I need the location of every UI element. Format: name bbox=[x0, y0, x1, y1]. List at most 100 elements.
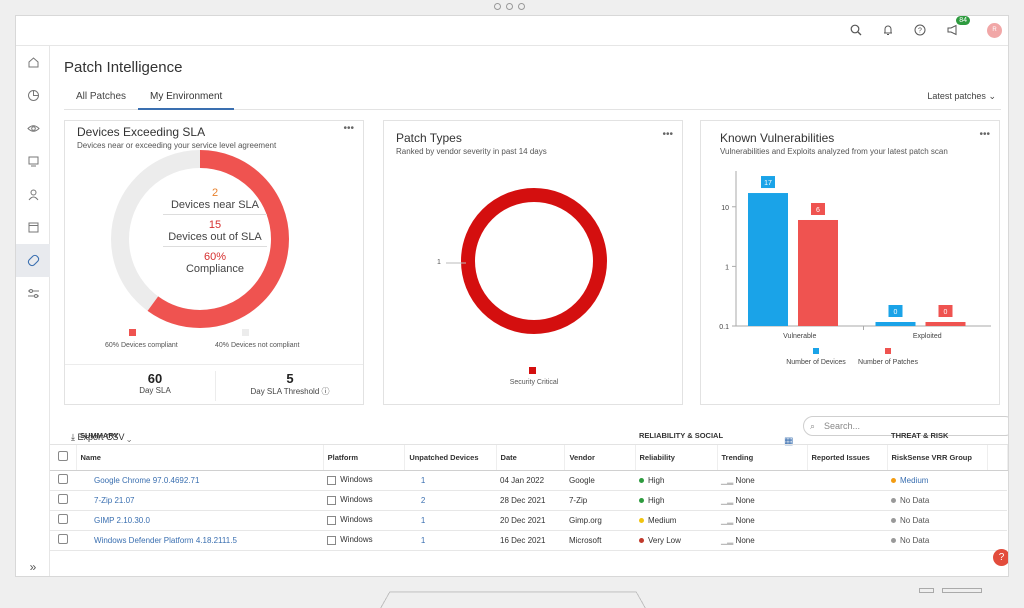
legend-label: Number of Devices bbox=[786, 359, 846, 366]
expand-sidebar-icon[interactable]: » bbox=[29, 560, 37, 574]
data-label: 6 bbox=[816, 207, 820, 214]
legend-swatch bbox=[529, 367, 536, 374]
search-icon[interactable] bbox=[847, 21, 865, 39]
row-checkbox[interactable] bbox=[58, 534, 68, 544]
vrr-value: Medium bbox=[900, 475, 929, 485]
row-checkbox[interactable] bbox=[58, 494, 68, 504]
table-row[interactable]: 7-Zip 21.07 Windows 2 28 Dec 2021 7-Zip High ▁… bbox=[50, 490, 1007, 511]
eye-icon[interactable] bbox=[16, 112, 50, 145]
devices-icon[interactable] bbox=[16, 145, 50, 178]
more-options-icon[interactable]: ••• bbox=[979, 129, 990, 140]
date-value: 28 Dec 2021 bbox=[500, 495, 546, 505]
more-options-icon[interactable]: ••• bbox=[343, 123, 354, 134]
notification-badge: 84 bbox=[956, 16, 970, 25]
tab-my-environment[interactable]: My Environment bbox=[138, 91, 235, 110]
sla-donut bbox=[111, 150, 289, 328]
group-header-row: SUMMARY RELIABILITY & SOCIAL THREAT & RI… bbox=[50, 427, 1007, 445]
bell-icon[interactable] bbox=[879, 21, 897, 39]
sla-center-text: 2 Devices near SLA 15 Devices out of SLA… bbox=[145, 187, 285, 275]
col-reliability[interactable]: Reliability bbox=[635, 444, 718, 471]
trend-sparkline-icon: ▁▂ bbox=[721, 515, 734, 525]
settings-sliders-icon[interactable] bbox=[16, 277, 50, 310]
platform-value: Windows bbox=[340, 495, 373, 505]
trending-value: None bbox=[735, 495, 755, 505]
vrr-dot bbox=[891, 497, 896, 503]
patch-name-link[interactable]: 7-Zip 21.07 bbox=[94, 495, 135, 505]
chevron-down-icon: ⌄ bbox=[988, 91, 996, 101]
data-label-bg bbox=[761, 176, 775, 189]
unpatched-count[interactable]: 1 bbox=[420, 515, 426, 525]
vendor-value: Microsoft bbox=[568, 535, 602, 545]
unpatched-count[interactable]: 1 bbox=[420, 535, 426, 545]
latest-patches-dropdown[interactable]: Latest patches ⌄ bbox=[927, 91, 996, 102]
date-value: 16 Dec 2021 bbox=[500, 535, 546, 545]
vendor-value: Google bbox=[568, 475, 595, 485]
window-icon[interactable] bbox=[16, 211, 50, 244]
y-tick-label: 0.1 bbox=[719, 324, 729, 331]
user-icon[interactable] bbox=[16, 178, 50, 211]
threshold-label: Day SLA Threshold bbox=[250, 387, 320, 396]
column-header-row: Name Platform Unpatched Devices Date Ven… bbox=[50, 444, 1008, 471]
bar-vulnerable-0[interactable] bbox=[748, 193, 788, 326]
col-name[interactable]: Name bbox=[76, 444, 324, 471]
megaphone-icon[interactable]: 84 bbox=[943, 16, 970, 39]
frame-controls bbox=[919, 588, 982, 593]
vrr-dot bbox=[891, 517, 896, 523]
col-unpatched[interactable]: Unpatched Devices bbox=[404, 444, 497, 471]
patch-icon[interactable] bbox=[16, 244, 50, 277]
tab-bar: All Patches My Environment bbox=[64, 91, 1001, 110]
col-platform[interactable]: Platform bbox=[323, 444, 406, 471]
windows-icon bbox=[327, 475, 337, 485]
data-label-bg bbox=[938, 305, 953, 317]
legend-label: Number of Patches bbox=[858, 359, 918, 366]
data-label: 17 bbox=[764, 180, 772, 187]
search-placeholder: Search... bbox=[824, 421, 861, 431]
col-trending[interactable]: Trending bbox=[717, 444, 808, 471]
bar-vulnerable-1[interactable] bbox=[798, 219, 838, 326]
out-sla-label: Devices out of SLA bbox=[163, 231, 267, 247]
unpatched-count[interactable]: 1 bbox=[420, 475, 426, 485]
vuln-subtitle: Vulnerabilities and Exploits analyzed fr… bbox=[720, 147, 948, 156]
day-sla-value: 60 bbox=[147, 371, 163, 386]
select-all-checkbox[interactable] bbox=[57, 451, 68, 461]
vrr-value: No Data bbox=[900, 535, 930, 545]
row-checkbox[interactable] bbox=[58, 474, 68, 484]
legend-compliant bbox=[129, 329, 136, 336]
patch-name-link[interactable]: Windows Defender Platform 4.18.2111.5 bbox=[94, 535, 237, 545]
row-checkbox[interactable] bbox=[58, 514, 68, 524]
search-icon: ⌕ bbox=[810, 421, 816, 431]
col-vrr[interactable]: RiskSense VRR Group bbox=[887, 444, 988, 471]
more-options-icon[interactable]: ••• bbox=[662, 129, 673, 140]
bar-exploited-1[interactable] bbox=[925, 322, 966, 326]
home-icon[interactable] bbox=[16, 46, 50, 79]
pie-chart-icon[interactable] bbox=[16, 79, 50, 112]
reliability-value: Medium bbox=[648, 515, 677, 525]
chat-help-icon[interactable]: ? bbox=[993, 549, 1008, 566]
col-reported[interactable]: Reported Issues bbox=[807, 444, 888, 471]
table-row[interactable]: GIMP 2.10.30.0 Windows 1 20 Dec 2021 Gimp.or… bbox=[50, 510, 1007, 531]
trending-value: None bbox=[735, 515, 755, 525]
patch-types-donut bbox=[446, 188, 607, 334]
patch-name-link[interactable]: Google Chrome 97.0.4692.71 bbox=[94, 475, 200, 485]
windows-icon bbox=[327, 515, 337, 525]
table-row[interactable]: Google Chrome 97.0.4692.71 Windows 1 04 Jan… bbox=[50, 470, 1007, 491]
tab-all-patches[interactable]: All Patches bbox=[76, 91, 127, 102]
unpatched-count[interactable]: 2 bbox=[420, 495, 426, 505]
col-date[interactable]: Date bbox=[496, 444, 566, 471]
x-category-label: Exploited bbox=[913, 333, 942, 340]
reliability-value: High bbox=[648, 495, 665, 505]
bar-exploited-0[interactable] bbox=[875, 322, 916, 326]
info-icon[interactable]: ⓘ bbox=[321, 387, 330, 396]
help-icon[interactable]: ? bbox=[911, 21, 929, 39]
platform-value: Windows bbox=[340, 515, 373, 525]
reliability-dot bbox=[639, 477, 644, 483]
vendor-value: 7-Zip bbox=[568, 495, 588, 505]
out-sla-count: 15 bbox=[208, 219, 222, 231]
table-row[interactable]: Windows Defender Platform 4.18.2111.5 Win… bbox=[50, 530, 1007, 551]
reliability-value: High bbox=[648, 475, 665, 485]
legend-swatch bbox=[129, 329, 136, 336]
day-sla-label: Day SLA bbox=[139, 386, 171, 395]
patch-name-link[interactable]: GIMP 2.10.30.0 bbox=[94, 515, 150, 525]
avatar[interactable]: R bbox=[987, 22, 1002, 38]
col-vendor[interactable]: Vendor bbox=[564, 444, 636, 471]
